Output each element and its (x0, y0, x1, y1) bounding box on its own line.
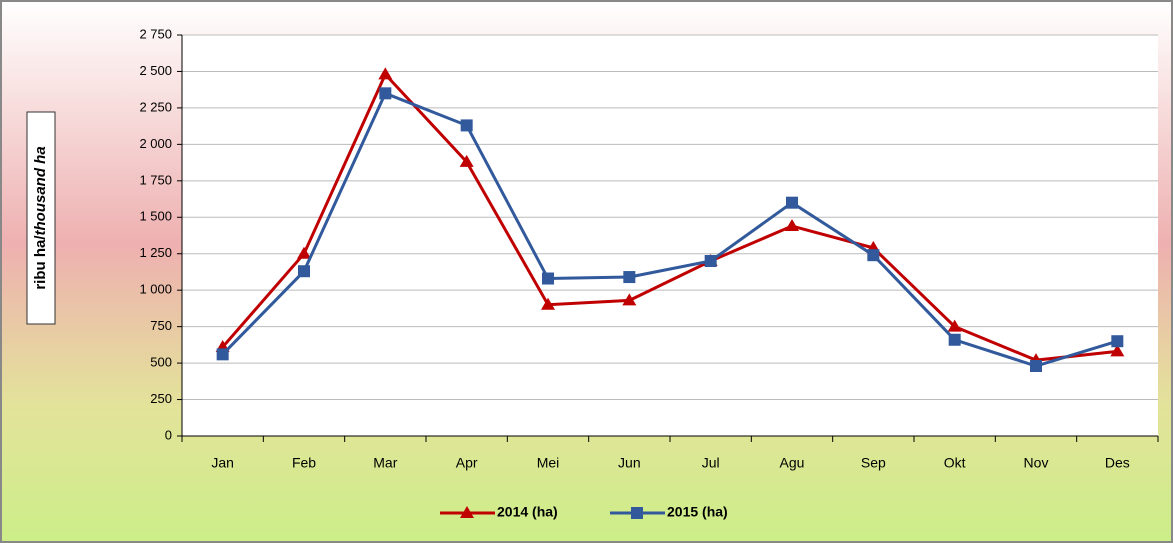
marker (785, 219, 799, 232)
x-tick-label: Okt (944, 455, 966, 471)
legend-label: 2014 (ha) (497, 504, 558, 520)
y-tick-label: 750 (150, 318, 172, 333)
y-label-box (26, 111, 56, 325)
y-tick-label: 500 (150, 355, 172, 370)
marker (1030, 360, 1042, 373)
y-tick-label: 1 000 (139, 282, 172, 297)
x-tick-label: Des (1105, 455, 1130, 471)
plot-area (182, 35, 1158, 436)
y-tick-label: 2 000 (139, 136, 172, 151)
legend-label: 2015 (ha) (667, 504, 728, 520)
y-tick-label: 0 (165, 427, 172, 442)
marker (460, 119, 473, 132)
y-tick-label: 250 (150, 391, 172, 406)
x-tick-label: Sep (861, 455, 886, 471)
x-tick-label: Agu (780, 455, 805, 471)
y-axis-label: ribu ha/thousand ha (32, 146, 49, 289)
x-tick-label: Jan (211, 455, 234, 471)
y-label-part: ribu ha/ (32, 235, 49, 290)
y-tick-label: 2 750 (139, 26, 172, 41)
x-tick-label: Apr (456, 455, 478, 471)
marker (297, 246, 311, 259)
y-tick-label: 1 500 (139, 209, 172, 224)
y-tick-label: 1 250 (139, 245, 172, 260)
series-line (221, 91, 1118, 368)
marker (541, 297, 555, 310)
x-tick-label: Jun (618, 455, 641, 471)
marker (542, 272, 554, 285)
y-tick-label: 1 750 (139, 172, 172, 187)
marker (1110, 344, 1125, 357)
marker (947, 319, 962, 332)
marker (622, 293, 637, 306)
y-tick-label: 2 500 (139, 63, 172, 78)
marker (867, 249, 880, 262)
marker (378, 67, 393, 80)
marker (704, 255, 717, 268)
marker (379, 87, 392, 100)
x-tick-label: Mar (373, 455, 397, 471)
x-tick-label: Mei (537, 455, 560, 471)
y-tick-label: 2 250 (139, 99, 172, 114)
marker (623, 271, 636, 284)
marker (631, 507, 643, 519)
marker (1111, 335, 1124, 348)
x-tick-label: Feb (292, 455, 316, 471)
x-tick-label: Jul (702, 455, 720, 471)
marker (460, 506, 474, 518)
series-line (221, 71, 1118, 362)
marker (786, 196, 798, 209)
marker (459, 154, 474, 167)
x-tick-label: Nov (1024, 455, 1049, 471)
marker (298, 265, 310, 278)
y-label-part: thousand ha (32, 146, 49, 235)
marker (948, 333, 961, 346)
marker (216, 348, 229, 361)
